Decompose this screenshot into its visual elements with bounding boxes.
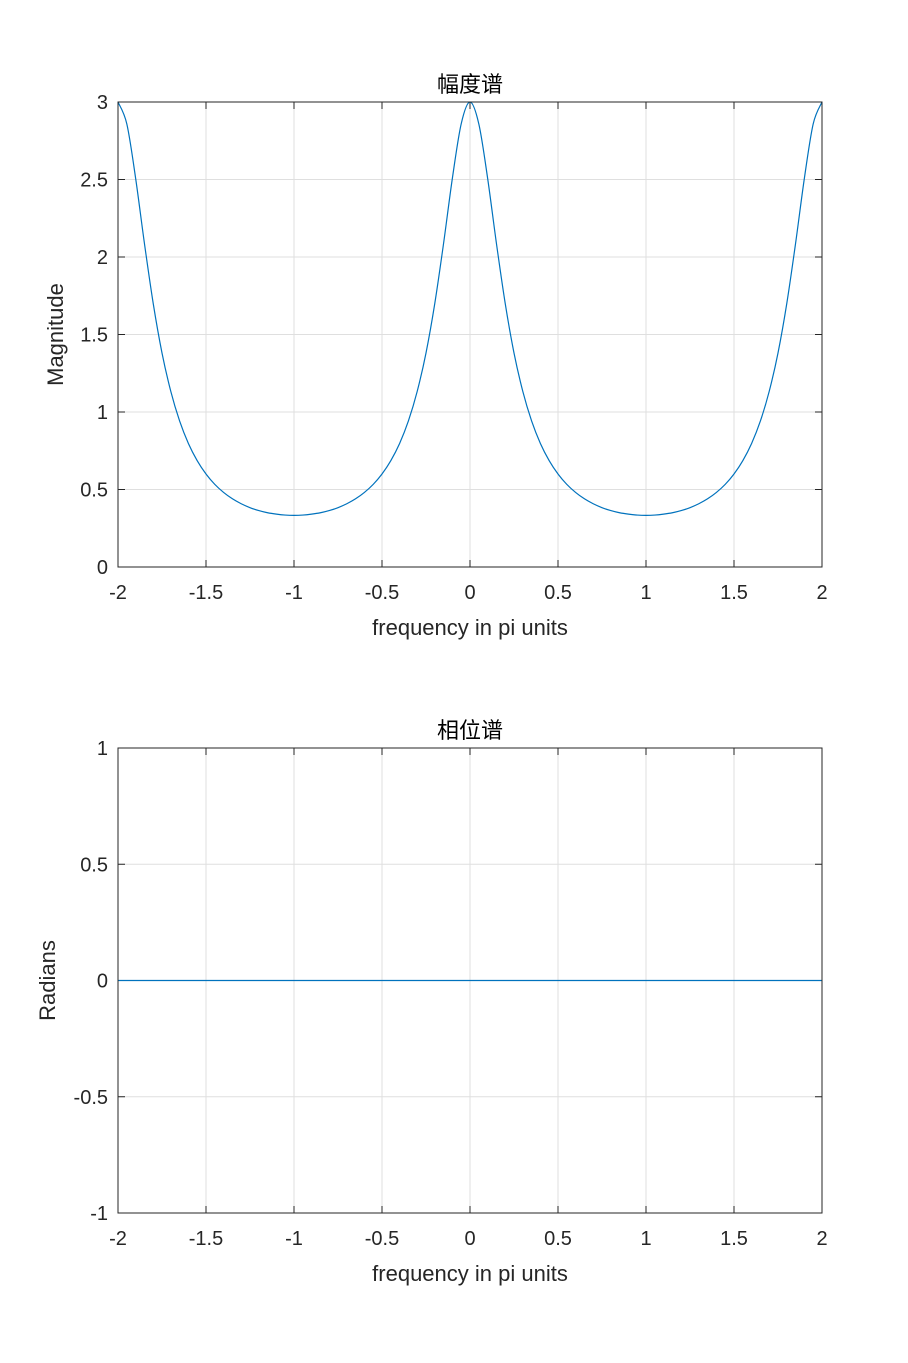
y-tick-label: 1 (97, 738, 108, 760)
x-tick-label: -0.5 (365, 582, 399, 604)
y-tick-label: 0 (97, 557, 108, 579)
y-tick-label: 0.5 (80, 480, 108, 502)
y-axis-label: Magnitude (43, 283, 68, 386)
y-tick-label: 2 (97, 247, 108, 269)
chart-title: 相位谱 (437, 719, 503, 744)
x-tick-label: -2 (109, 582, 127, 604)
y-tick-label: -0.5 (74, 1087, 108, 1109)
x-tick-label: 0.5 (544, 582, 572, 604)
y-tick-label: 2.5 (80, 170, 108, 192)
x-tick-label: -1 (285, 582, 303, 604)
x-tick-label: 2 (816, 582, 827, 604)
x-tick-label: 1 (640, 582, 651, 604)
y-tick-label: 1 (97, 402, 108, 424)
x-axis-label: frequency in pi units (372, 615, 568, 640)
x-tick-label: -1.5 (189, 1228, 223, 1250)
x-tick-label: 0 (464, 582, 475, 604)
x-tick-label: -1.5 (189, 582, 223, 604)
chart-title: 幅度谱 (437, 73, 503, 98)
y-tick-label: 0.5 (80, 854, 108, 876)
x-tick-label: -2 (109, 1228, 127, 1250)
y-tick-label: 0 (97, 971, 108, 993)
x-tick-label: -0.5 (365, 1228, 399, 1250)
x-tick-label: 1.5 (720, 1228, 748, 1250)
x-tick-label: -1 (285, 1228, 303, 1250)
axes-box (117, 101, 823, 568)
x-tick-label: 2 (816, 1228, 827, 1250)
y-tick-label: 1.5 (80, 325, 108, 347)
y-tick-label: 3 (97, 92, 108, 114)
x-tick-label: 0.5 (544, 1228, 572, 1250)
axes-box (117, 747, 823, 1214)
x-axis-label: frequency in pi units (372, 1261, 568, 1286)
y-tick-label: -1 (90, 1203, 108, 1225)
y-axis-label: Radians (35, 940, 60, 1021)
x-tick-label: 1.5 (720, 582, 748, 604)
x-tick-label: 1 (640, 1228, 651, 1250)
x-tick-label: 0 (464, 1228, 475, 1250)
